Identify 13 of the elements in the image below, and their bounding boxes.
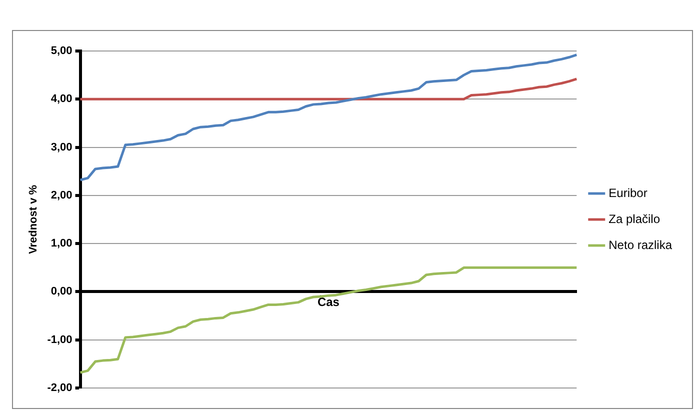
- y-tick-label: -1,00: [47, 334, 72, 346]
- y-axis-title: Vrednost v %: [28, 184, 40, 254]
- legend-label: Za plačilo: [608, 212, 660, 226]
- y-tick-label: 4,00: [50, 93, 72, 106]
- y-tick-label: 2,00: [50, 189, 72, 202]
- y-tick-label: 0,00: [50, 286, 72, 298]
- legend-label: Neto razlika: [608, 238, 672, 252]
- y-tick-label: 5,00: [50, 45, 72, 58]
- x-axis-title: Čas: [317, 295, 340, 310]
- y-tick-label: -2,00: [47, 382, 72, 394]
- y-tick-label: 3,00: [50, 141, 72, 154]
- legend-label: Euribor: [608, 186, 648, 200]
- y-tick-label: 1,00: [50, 238, 72, 250]
